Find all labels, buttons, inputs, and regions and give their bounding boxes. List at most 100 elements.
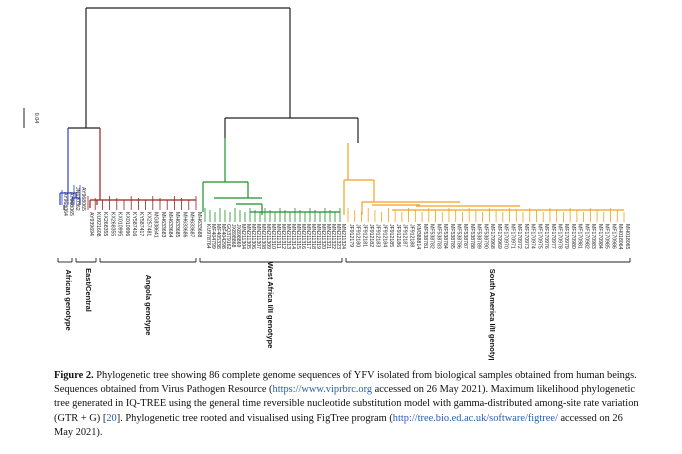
leaf-label: MN211322 [330,224,336,249]
viprbrc-link[interactable]: https://www.viprbrc.org [272,384,373,396]
leaf-label: AY968065 [80,187,86,211]
leaf-label: MH018065 [624,224,630,249]
leaf-label: KY587417 [138,212,144,236]
leaf-label: MN211306 [250,224,256,249]
leaf-label: MN211315 [295,224,301,249]
leaf-label: MF538789 [476,224,482,249]
leaf-label: KX268355 [109,212,115,236]
leaf-label: MF170972 [516,224,522,249]
leaf-label: AY939694 [88,212,94,236]
leaf-label: MN211311 [275,224,281,249]
leaf-label: MF538786 [456,224,462,249]
clade-label-angola: Angola genotype [144,275,153,336]
leaf-label: MF405338 [215,224,221,249]
figure-label: Figure 2. [54,370,94,381]
leaf-label: GQ379162 [225,224,231,249]
leaf-label: MH633685 [174,212,180,237]
leaf-label: JF912183 [375,224,381,247]
leaf-label: MF170973 [523,224,529,249]
leaf-label: MF170974 [530,224,536,249]
leaf-label: MN211319 [315,224,321,249]
leaf-label: KX257481 [145,212,151,236]
leaf-label: MH018064 [617,224,623,249]
leaf-label: MN211305 [245,224,251,249]
leaf-label: MH633687 [189,212,195,237]
phylogenetic-tree-figure: 0.04 AY968064 AY968065 JN620362 AY968065AY9… [23,7,631,360]
leaf-label: JF912185 [388,224,394,247]
leaf-label: MF170970 [503,224,509,249]
leaf-label: KX010995 [117,212,123,236]
clade-branches [59,128,625,222]
leaf-label: MF538787 [462,224,468,249]
clade-label-east_central: East/Central [84,268,93,312]
leaf-label: MF170980 [570,224,576,249]
figure-caption: Figure 2. Phylogenetic tree showing 86 c… [54,369,644,440]
leaf-label: KU921608 [95,212,101,237]
clade-brackets: African genotype East/Central Angola genot… [57,258,631,360]
leaf-label: MN211324 [340,224,346,249]
scale-bar-label: 0.04 [33,113,39,124]
caption-text-2: accessed on 26 May 2021). Maximum likeli… [54,384,639,424]
leaf-label: MF538783 [435,224,441,249]
leaf-label: MN211323 [335,224,341,249]
caption-text-4: accessed on 26 May 2021). [54,412,623,438]
leaf-label: JF912184 [381,224,387,247]
leaf-label: KX268355 [102,212,108,236]
leaf-label: MN211310 [270,224,276,249]
leaf-label: MF170976 [543,224,549,249]
leaf-label: MF170969 [496,224,502,249]
leaf-label: JF912179 [348,224,354,247]
leaf-label: MF170986 [610,224,616,249]
leaf-label: MF170977 [550,224,556,249]
leaf-label: MF404799 [210,224,216,249]
leaf-label: KX010996 [124,212,130,236]
caption-text-3: ]. Phylogenetic tree rooted and visualis… [116,412,393,424]
leaf-labels: AY968064 AY968065 JN620362 AY968065AY939694… [62,187,630,249]
leaf-label: KM388814 [415,224,421,249]
leaf-label: JF912182 [368,224,374,247]
clade-label-south_america: South America I/II genotype [488,269,497,360]
leaf-label: MF170981 [577,224,583,249]
leaf-label: MF538785 [449,224,455,249]
leaf-label: AY968064 [62,192,68,216]
leaf-label: MF538781 [422,224,428,249]
leaf-label: JF912188 [408,224,414,247]
leaf-label: JX898869 [235,224,241,247]
leaf-label: MF170978 [556,224,562,249]
leaf-label: MH633683 [160,212,166,237]
reference-link[interactable]: 20 [106,412,117,424]
caption-text-1: Phylogenetic tree showing 86 complete ge… [54,370,637,396]
leaf-label: MH633684 [167,212,173,237]
leaf-label: KU978764 [205,224,211,249]
leaf-label: MF538790 [482,224,488,249]
figtree-link[interactable]: http://tree.bio.ed.ac.uk/software/figtre… [392,412,558,424]
leaf-label: MN211317 [305,224,311,249]
leaf-label: MN211312 [280,224,286,249]
tree-root-branches [68,7,359,143]
leaf-label: MN211314 [290,224,296,249]
leaf-label: JF912187 [402,224,408,247]
leaf-label: JF912180 [355,224,361,247]
leaf-label: MF170968 [489,224,495,249]
leaf-label: MF170984 [597,224,603,249]
leaf-label: MN211316 [300,224,306,249]
leaf-label: MF404298 [220,224,226,249]
leaf-label: MF170971 [509,224,515,249]
leaf-label: MN211313 [285,224,291,249]
clade-label-east_africa: African genotype [64,269,73,330]
leaf-label: MG838641 [153,212,159,238]
leaf-label: JF912186 [395,224,401,247]
leaf-label: MF538788 [469,224,475,249]
leaf-label: JF912181 [361,224,367,247]
leaf-label: JX898868 [230,224,236,247]
clade-label-west_africa: West Africa I/II genotype [266,262,275,349]
leaf-label: MN211320 [320,224,326,249]
leaf-label: MF170979 [563,224,569,249]
leaf-label: MN211318 [310,224,316,249]
leaf-label: JN620362 [74,187,80,211]
leaf-label: MF170983 [590,224,596,249]
leaf-label: MN211307 [255,224,261,249]
leaf-label: MF538782 [429,224,435,249]
leaf-label: AY968065 [68,192,74,216]
leaf-label: MF170985 [604,224,610,249]
